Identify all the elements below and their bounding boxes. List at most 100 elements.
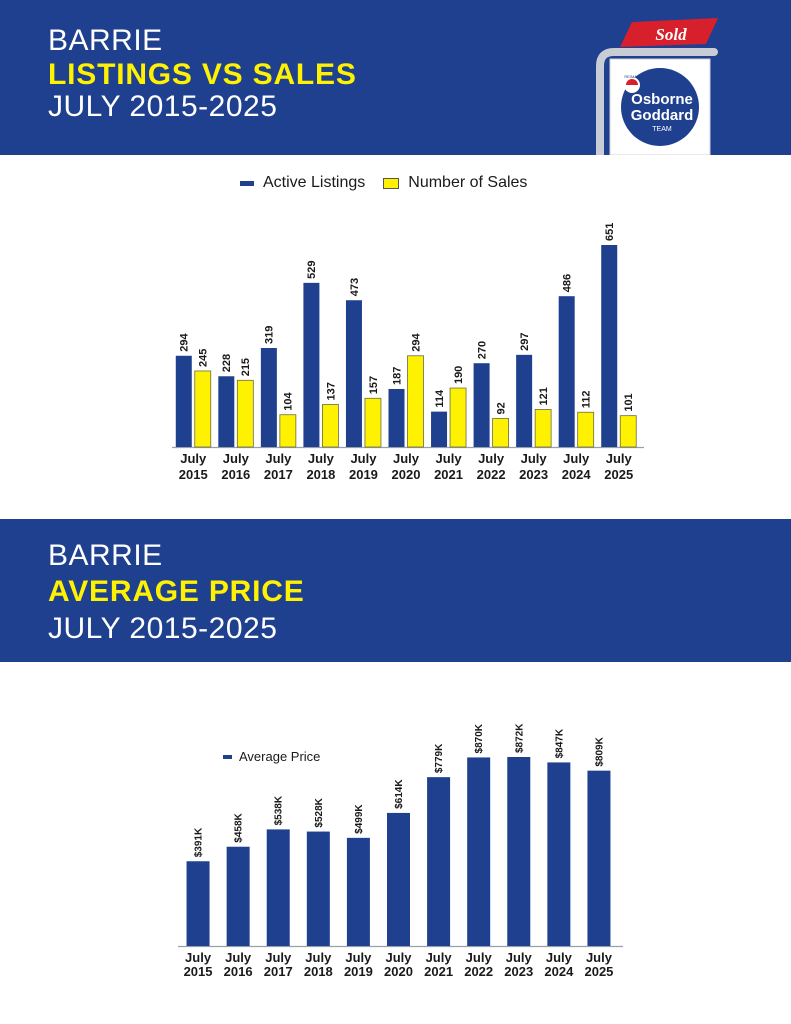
- tick-label-year-2023: 2023: [519, 467, 548, 482]
- banner-city: BARRIE: [48, 24, 163, 57]
- data-label-average-price-2016: $458K: [234, 812, 245, 842]
- legend-label-sales: Number of Sales: [408, 174, 528, 191]
- bar-active-listings-2024: [558, 296, 575, 447]
- data-label-number-of-sales-2016: 215: [240, 358, 252, 376]
- data-label-average-price-2022: $870K: [474, 723, 485, 753]
- banner-period: JULY 2015-2025: [48, 612, 278, 645]
- tick-label-month-2020: July: [393, 451, 420, 466]
- data-label-active-listings-2024: 486: [562, 274, 574, 292]
- data-label-number-of-sales-2019: 157: [368, 376, 380, 394]
- bar-number-of-sales-2021: [449, 387, 467, 448]
- logo-line3: TEAM: [652, 126, 672, 133]
- tick-label-month-2023: July: [506, 950, 533, 965]
- bar-active-listings-2025: [601, 245, 618, 447]
- tick-label-month-2022: July: [478, 451, 505, 466]
- tick-label-month-2025: July: [586, 950, 613, 965]
- data-label-average-price-2025: $809K: [594, 736, 605, 766]
- bar-number-of-sales-2016: [236, 379, 254, 448]
- data-label-average-price-2017: $538K: [274, 795, 285, 825]
- data-label-average-price-2018: $528K: [314, 797, 325, 827]
- bar-average-price-2018: [306, 831, 330, 946]
- header-banner-avg-price: BARRIE AVERAGE PRICE JULY 2015-2025: [0, 519, 791, 662]
- tick-label-month-2022: July: [466, 950, 493, 965]
- tick-label-year-2022: 2022: [477, 467, 506, 482]
- data-label-active-listings-2015: 294: [179, 333, 191, 352]
- tick-label-month-2021: July: [426, 950, 453, 965]
- tick-label-month-2025: July: [606, 451, 633, 466]
- tick-label-month-2018: July: [308, 451, 335, 466]
- osborne-goddard-logo: Sold RE/MAX Osborne Goddard TEAM: [596, 18, 718, 155]
- bar-average-price-2024: [547, 762, 571, 946]
- tick-label-month-2020: July: [385, 950, 412, 965]
- bar-active-listings-2017: [260, 348, 277, 447]
- tick-label-month-2019: July: [350, 451, 377, 466]
- bar-average-price-2025: [587, 770, 611, 946]
- tick-label-month-2016: July: [223, 451, 250, 466]
- data-label-active-listings-2023: 297: [519, 332, 531, 350]
- tick-label-month-2023: July: [521, 451, 548, 466]
- tick-label-year-2016: 2016: [224, 964, 253, 979]
- legend-label-avg: Average Price: [239, 749, 321, 764]
- data-label-number-of-sales-2025: 101: [623, 393, 635, 411]
- bar-average-price-2017: [266, 829, 290, 946]
- bar-active-listings-2015: [175, 355, 192, 447]
- data-label-number-of-sales-2017: 104: [283, 391, 295, 410]
- tick-label-year-2024: 2024: [544, 964, 574, 979]
- bar-average-price-2019: [346, 837, 370, 946]
- data-label-active-listings-2022: 270: [476, 341, 488, 359]
- tick-label-year-2020: 2020: [392, 467, 421, 482]
- data-label-active-listings-2019: 473: [349, 278, 361, 296]
- legend-listings-sales: Active Listings Number of Sales: [240, 174, 527, 192]
- bar-active-listings-2018: [303, 282, 320, 447]
- tick-label-year-2017: 2017: [264, 964, 293, 979]
- bar-average-price-2022: [467, 757, 491, 946]
- bar-average-price-2016: [226, 846, 250, 946]
- data-label-active-listings-2020: 187: [391, 367, 403, 385]
- data-label-active-listings-2016: 228: [221, 354, 233, 372]
- bar-number-of-sales-2017: [279, 414, 297, 448]
- data-label-average-price-2024: $847K: [554, 728, 565, 758]
- data-label-average-price-2015: $391K: [194, 827, 205, 857]
- data-label-number-of-sales-2018: 137: [325, 382, 337, 400]
- data-label-active-listings-2021: 114: [434, 389, 446, 408]
- tick-label-year-2019: 2019: [349, 467, 378, 482]
- data-label-average-price-2023: $872K: [514, 723, 525, 753]
- bar-number-of-sales-2018: [322, 404, 339, 448]
- tick-label-month-2024: July: [563, 451, 590, 466]
- bar-active-listings-2023: [516, 354, 533, 447]
- bar-number-of-sales-2022: [492, 418, 509, 448]
- tick-label-year-2025: 2025: [604, 467, 633, 482]
- tick-label-year-2025: 2025: [584, 964, 613, 979]
- legend-swatch-active: [240, 180, 254, 186]
- tick-label-year-2023: 2023: [504, 964, 533, 979]
- tick-label-month-2016: July: [225, 950, 252, 965]
- tick-label-year-2019: 2019: [344, 964, 373, 979]
- data-label-active-listings-2025: 651: [604, 223, 616, 241]
- tick-label-year-2024: 2024: [562, 467, 592, 482]
- bar-active-listings-2019: [345, 300, 362, 447]
- bar-active-listings-2022: [473, 363, 490, 447]
- bar-average-price-2015: [186, 861, 210, 946]
- bar-active-listings-2016: [218, 376, 235, 447]
- logo-line2: Goddard: [631, 107, 694, 124]
- data-label-active-listings-2017: 319: [264, 326, 276, 344]
- bar-number-of-sales-2023: [534, 409, 552, 448]
- tick-label-month-2015: July: [185, 950, 212, 965]
- legend-label-active: Active Listings: [263, 174, 366, 191]
- sold-banner-shape: [620, 18, 718, 47]
- banner-city: BARRIE: [48, 539, 163, 572]
- tick-label-year-2017: 2017: [264, 467, 293, 482]
- tick-label-month-2017: July: [265, 950, 292, 965]
- logo-line1: Osborne: [631, 91, 693, 108]
- data-label-average-price-2021: $779K: [434, 743, 445, 773]
- bar-number-of-sales-2019: [364, 397, 382, 448]
- data-label-average-price-2019: $499K: [354, 804, 365, 834]
- legend-swatch-sales: [383, 177, 400, 189]
- data-label-average-price-2020: $614K: [394, 779, 405, 809]
- bar-active-listings-2020: [388, 388, 405, 447]
- bar-number-of-sales-2020: [407, 355, 424, 448]
- tick-label-month-2018: July: [305, 950, 332, 965]
- tick-label-year-2022: 2022: [464, 964, 493, 979]
